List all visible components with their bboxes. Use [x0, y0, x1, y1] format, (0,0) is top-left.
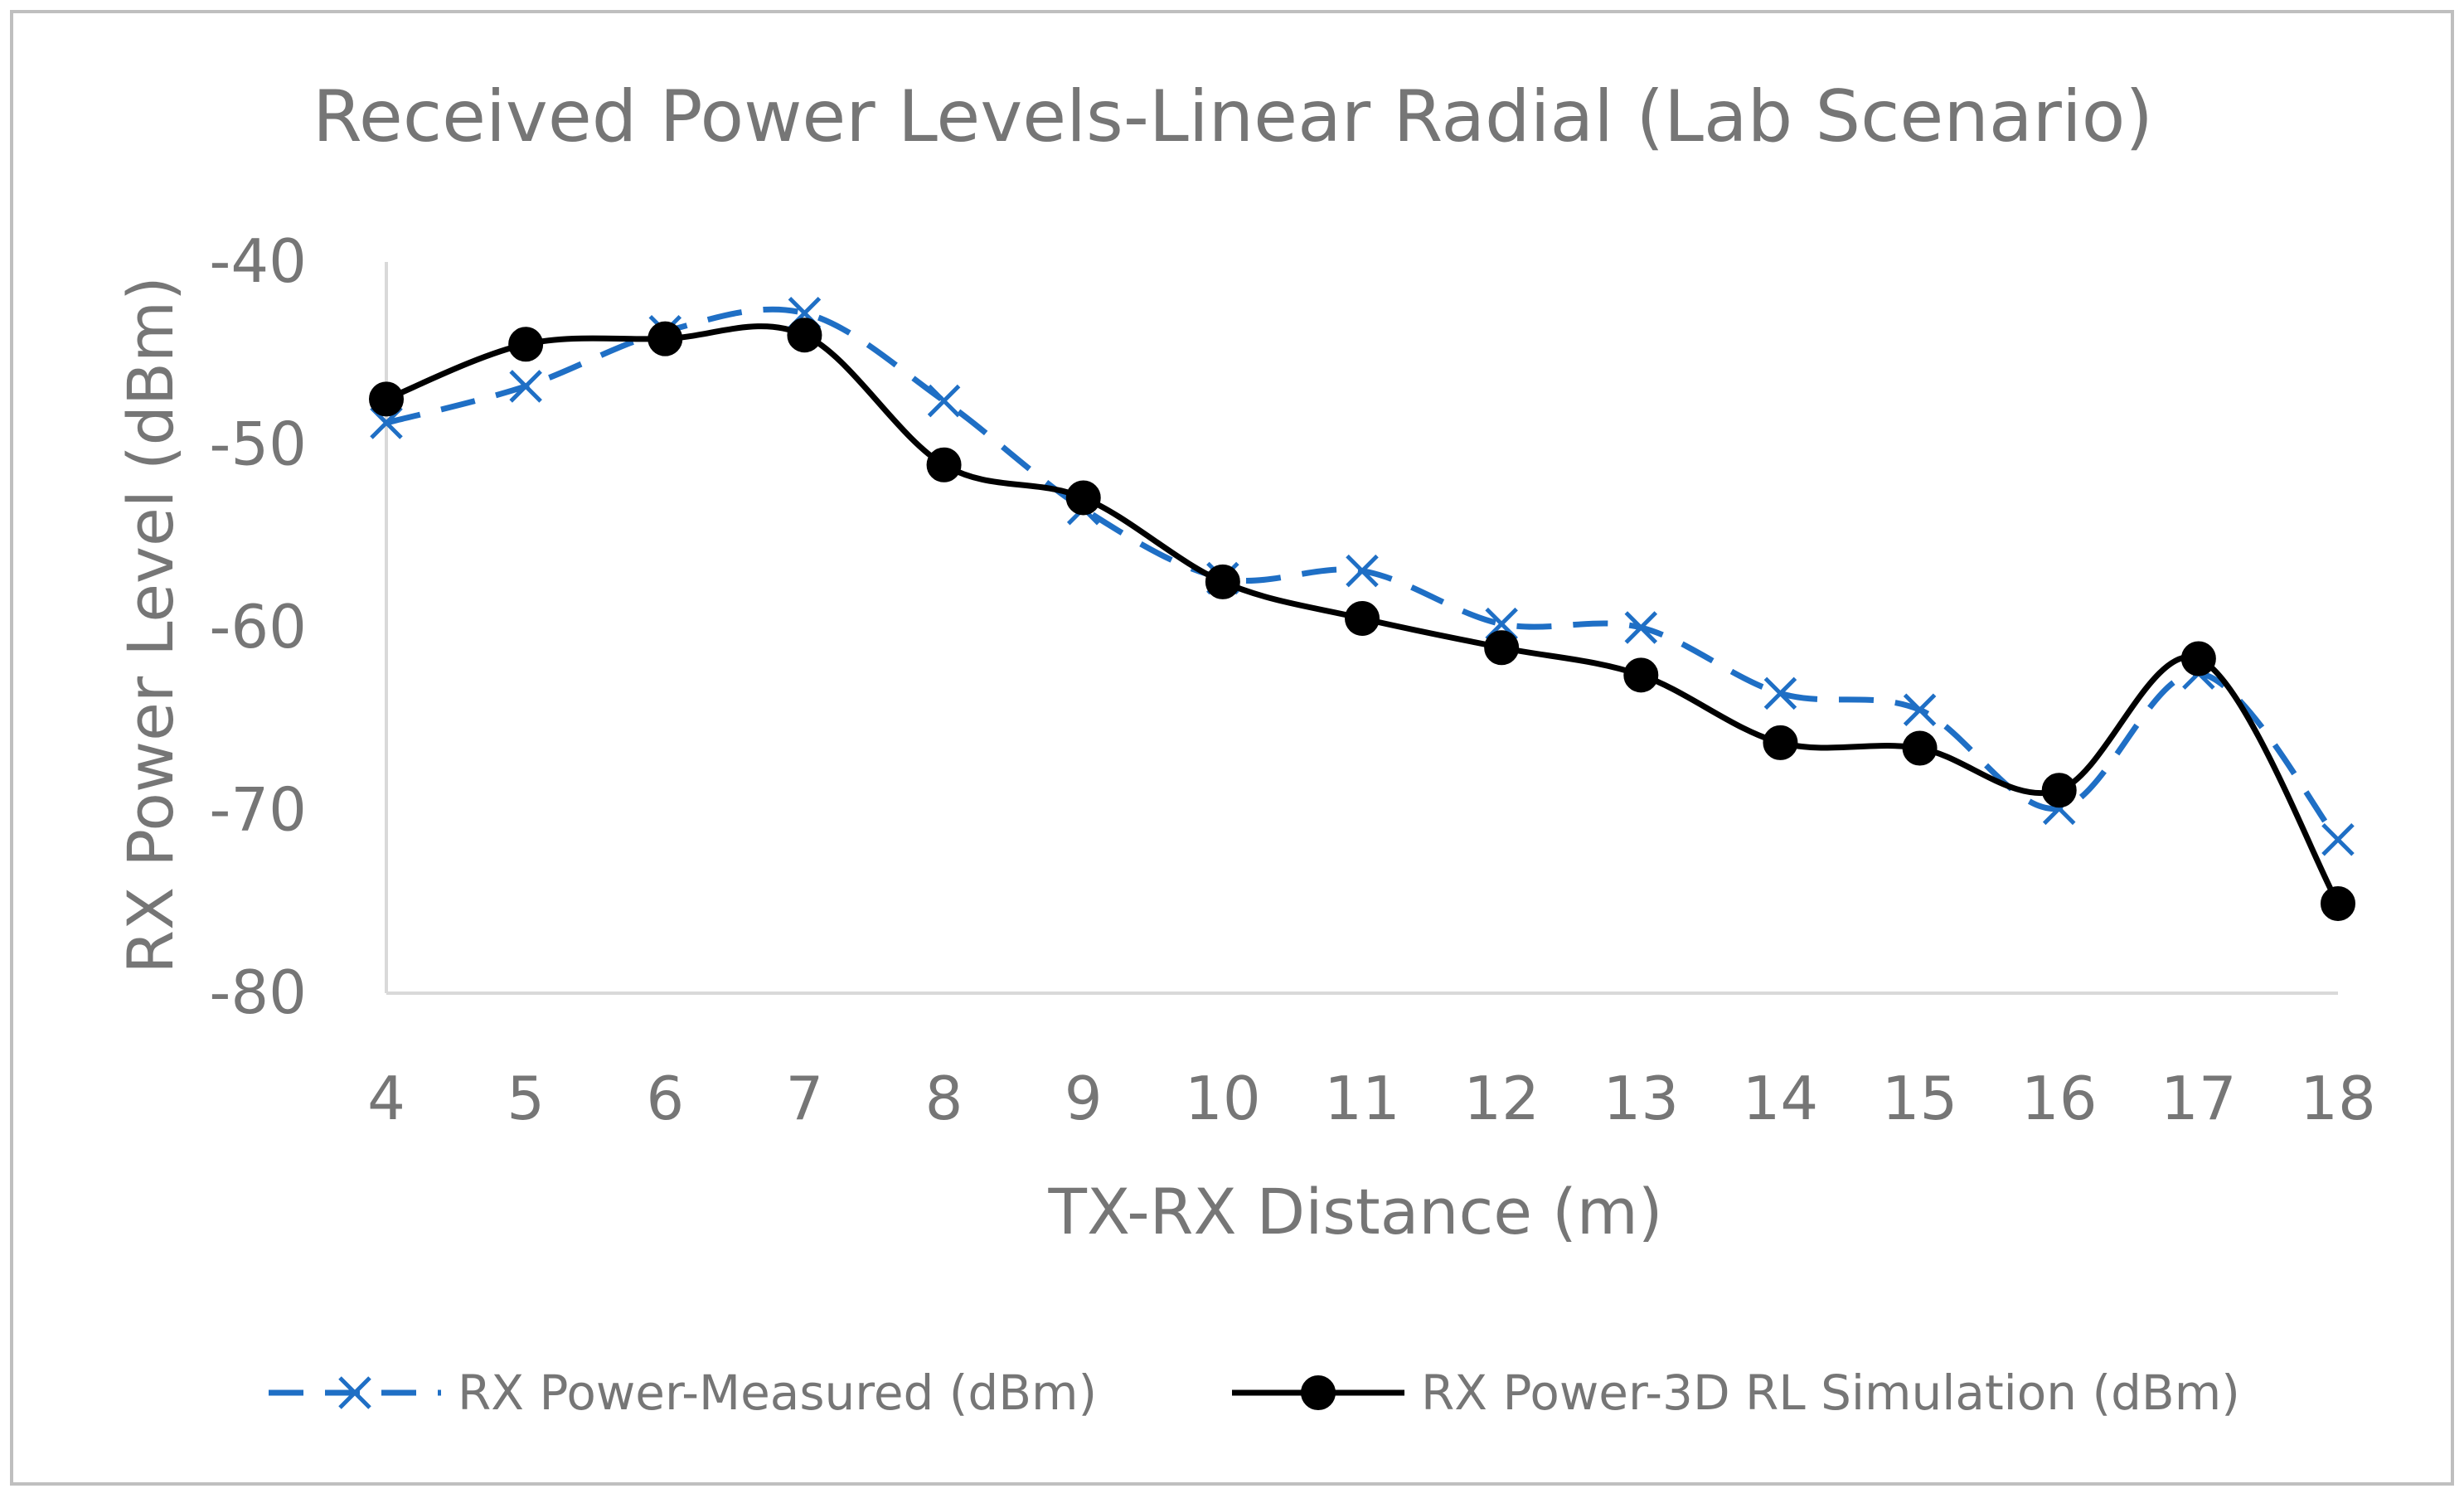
data-point — [2321, 823, 2355, 856]
data-point — [1484, 630, 1520, 666]
y-tick-label: -70 — [209, 775, 307, 845]
x-tick-label: 13 — [1603, 1064, 1679, 1133]
x-tick-label: 18 — [2300, 1064, 2376, 1133]
y-axis: -80 -70 -60 -50 -40 — [209, 226, 388, 1027]
data-point — [1065, 480, 1101, 516]
data-point — [927, 384, 961, 418]
data-point — [787, 318, 822, 353]
y-axis-label: RX Power Level (dBm) — [114, 276, 187, 973]
legend-label: RX Power-Measured (dBm) — [458, 1365, 1097, 1421]
legend-marker — [338, 1376, 371, 1409]
data-point — [1763, 725, 1798, 760]
y-tick-label: -40 — [209, 226, 307, 296]
x-axis: 4 5 6 7 8 9 10 11 12 13 14 15 16 17 18 — [367, 991, 2376, 1133]
y-tick-label: -80 — [209, 958, 307, 1027]
legend-item: RX Power-Measured (dBm) — [269, 1365, 1097, 1421]
data-point — [1903, 693, 1937, 726]
legend-marker — [1301, 1375, 1336, 1410]
y-tick-label: -60 — [209, 592, 307, 662]
data-point — [2041, 773, 2077, 808]
series-simulation — [369, 318, 2355, 921]
x-tick-label: 14 — [1743, 1064, 1819, 1133]
x-tick-label: 15 — [1882, 1064, 1958, 1133]
x-tick-label: 8 — [925, 1064, 963, 1133]
data-point — [509, 370, 542, 403]
data-point — [1623, 657, 1659, 693]
legend-label: RX Power-3D RL Simulation (dBm) — [1421, 1365, 2240, 1421]
data-point — [369, 381, 404, 417]
x-tick-label: 11 — [1324, 1064, 1400, 1133]
x-tick-label: 4 — [367, 1064, 405, 1133]
data-point — [1624, 611, 1658, 644]
legend-item: RX Power-3D RL Simulation (dBm) — [1232, 1365, 2240, 1421]
x-tick-label: 10 — [1185, 1064, 1261, 1133]
x-tick-label: 5 — [507, 1064, 545, 1133]
chart-title: Received Power Levels-Linear Radial (Lab… — [313, 75, 2153, 158]
data-point — [648, 321, 683, 356]
data-point — [1902, 730, 1938, 766]
x-tick-label: 6 — [646, 1064, 684, 1133]
x-tick-label: 9 — [1065, 1064, 1103, 1133]
x-tick-label: 12 — [1463, 1064, 1540, 1133]
y-tick-label: -50 — [209, 410, 307, 479]
data-point — [1763, 676, 1797, 710]
data-point — [2321, 885, 2355, 921]
data-point — [1205, 564, 1240, 599]
x-tick-label: 17 — [2161, 1064, 2237, 1133]
legend: RX Power-Measured (dBm) RX Power-3D RL Si… — [269, 1365, 2240, 1421]
series-group — [369, 296, 2355, 921]
data-point — [1345, 600, 1380, 636]
chart-border — [10, 10, 2454, 1486]
data-point — [2180, 641, 2216, 676]
data-point — [926, 447, 962, 482]
x-axis-label: TX-RX Distance (m) — [1048, 1175, 1663, 1248]
x-tick-label: 7 — [786, 1064, 824, 1133]
x-tick-label: 16 — [2021, 1064, 2098, 1133]
data-point — [1346, 554, 1379, 588]
data-point — [508, 327, 544, 362]
